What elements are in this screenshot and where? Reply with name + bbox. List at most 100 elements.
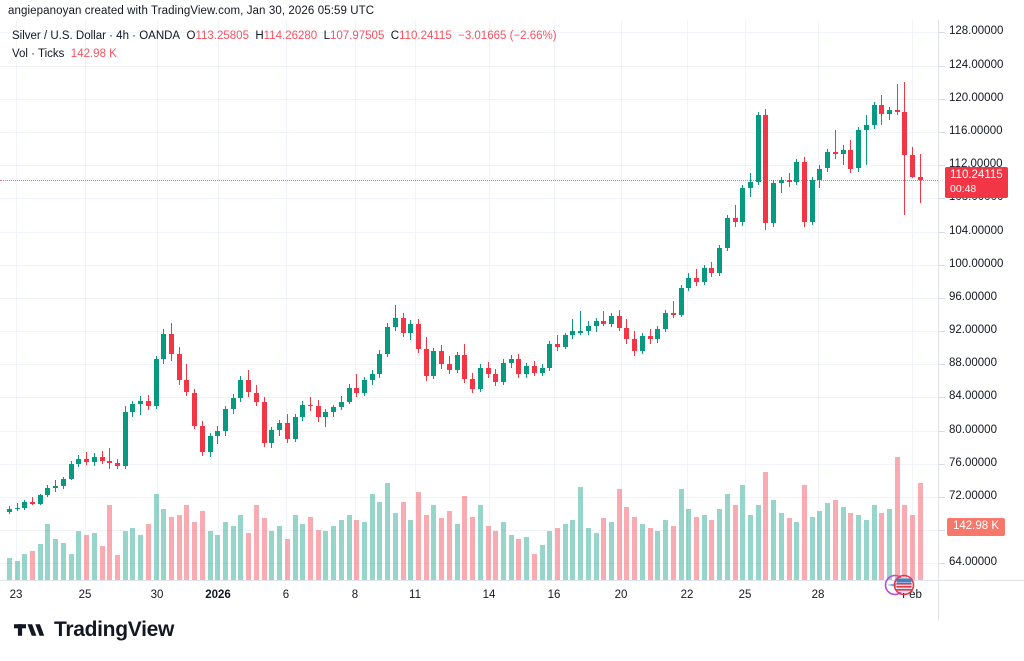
candle-body	[662, 312, 668, 330]
volume-value-badge[interactable]: 142.98 K	[947, 517, 1006, 536]
candle-body	[191, 392, 197, 426]
candle-body	[199, 425, 205, 453]
candle-body	[430, 351, 436, 376]
volume-bar	[207, 531, 213, 580]
grid-line-horizontal	[0, 264, 938, 266]
volume-bar	[485, 525, 491, 580]
time-tick-label: 30	[150, 589, 164, 601]
price-tick-label: 104.00000	[949, 224, 1004, 237]
volume-bar	[114, 554, 120, 580]
legend-sep-1: ·	[105, 30, 117, 42]
volume-bar	[307, 516, 313, 580]
grid-line-horizontal	[0, 32, 938, 34]
candle-body	[531, 365, 537, 373]
volume-bar	[83, 535, 89, 580]
price-tick-mark	[939, 165, 945, 167]
volume-bar	[554, 527, 560, 580]
grid-line-horizontal	[0, 165, 938, 167]
volume-bar	[546, 531, 552, 580]
volume-bar	[99, 546, 105, 580]
volume-bar	[153, 494, 159, 580]
volume-bar	[492, 531, 498, 580]
candle-body	[237, 380, 243, 399]
volume-bar	[292, 514, 298, 580]
candle-wick	[86, 452, 87, 465]
candle-body	[91, 457, 97, 463]
chart-plot-area[interactable]	[0, 20, 938, 580]
volume-bar	[647, 527, 653, 580]
candle-body	[569, 331, 575, 336]
time-scale[interactable]: 23 25 30 2026 6 8 11 14 16 20 22 25 28 Feb	[0, 580, 1024, 621]
time-tick-label: 25	[738, 589, 752, 601]
candle-body	[176, 354, 182, 381]
candle-body	[708, 268, 714, 274]
volume-bar	[670, 525, 676, 580]
candle-body	[546, 344, 552, 369]
volume-bar	[14, 560, 20, 580]
time-tick-label: 8	[351, 589, 359, 601]
volume-bar	[793, 522, 799, 580]
volume-bar	[52, 538, 58, 580]
volume-bar	[454, 524, 460, 580]
candle-body	[732, 218, 738, 223]
volume-bar	[160, 509, 166, 580]
candle-body	[346, 387, 352, 402]
tradingview-mark-icon	[14, 624, 45, 636]
volume-bar	[400, 501, 406, 580]
volume-bar	[222, 522, 228, 580]
volume-bar	[330, 525, 336, 580]
grid-line-vertical	[687, 20, 688, 580]
candle-body	[307, 404, 313, 407]
volume-bar	[21, 553, 27, 580]
chart-legend: Silver / U.S. Dollar · 4h · OANDA O113.2…	[12, 28, 557, 63]
volume-bar	[531, 553, 537, 580]
grid-line-vertical	[157, 20, 158, 580]
candle-body	[701, 268, 707, 283]
grid-line-vertical	[912, 20, 913, 580]
candle-body	[593, 321, 599, 327]
grid-line-vertical	[355, 20, 356, 580]
candle-body	[855, 130, 861, 169]
volume-bar	[461, 496, 467, 580]
volume-bar	[299, 524, 305, 580]
candle-body	[793, 161, 799, 182]
candle-body	[6, 508, 12, 512]
time-tick-label: 28	[811, 589, 825, 601]
volume-bar	[122, 531, 128, 580]
candle-body	[492, 374, 498, 382]
legend-low-label: L	[323, 30, 330, 42]
legend-volume-label[interactable]: Vol · Ticks	[12, 48, 65, 60]
candle-body	[500, 362, 506, 382]
current-price-badge[interactable]: 110.24115 00:48	[945, 166, 1008, 198]
candle-body	[376, 353, 382, 375]
candle-body	[747, 181, 753, 189]
candle-body	[338, 401, 344, 407]
volume-bar	[600, 518, 606, 580]
grid-line-vertical	[85, 20, 86, 580]
grid-line-horizontal	[0, 463, 938, 465]
price-tick-mark	[939, 98, 945, 100]
candle-body	[446, 364, 452, 371]
volume-bar	[176, 514, 182, 580]
legend-symbol[interactable]: Silver / U.S. Dollar	[12, 30, 106, 42]
candle-body	[423, 349, 429, 376]
candle-body	[847, 150, 853, 169]
candle-body	[770, 183, 776, 224]
volume-bar	[562, 524, 568, 580]
volume-bar	[230, 525, 236, 580]
price-tick-label: 116.00000	[949, 125, 1003, 137]
candle-wick	[55, 480, 56, 493]
candle-body	[485, 367, 491, 375]
candle-wick	[325, 409, 326, 428]
legend-interval[interactable]: 4h	[116, 30, 129, 42]
price-tick-label: 128.00000	[949, 25, 1004, 38]
grid-line-vertical	[621, 20, 622, 580]
grid-line-vertical	[818, 20, 819, 580]
volume-bar	[91, 533, 97, 580]
time-tick-label: 25	[78, 589, 92, 601]
tradingview-logo[interactable]: TradingView	[14, 618, 174, 642]
price-scale[interactable]: 128.00000 124.00000 120.00000 116.00000 112.…	[938, 20, 1024, 600]
grid-line-vertical	[286, 20, 287, 580]
candle-body	[909, 155, 915, 177]
candle-body	[554, 344, 560, 347]
